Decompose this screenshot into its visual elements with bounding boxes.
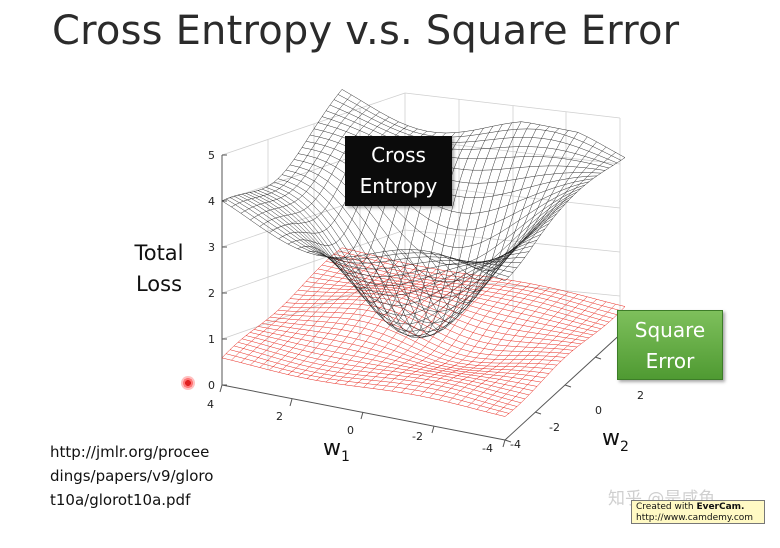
z-axis-label: Total Loss bbox=[124, 238, 194, 300]
camdemy-line1: Created with EverCam. bbox=[636, 502, 760, 513]
mesh-cross-line bbox=[467, 136, 588, 265]
mesh-cross-line bbox=[265, 187, 550, 337]
mesh-square-line bbox=[485, 301, 607, 412]
w1-tick-0: 0 bbox=[347, 424, 354, 437]
mesh-square-line bbox=[448, 291, 569, 403]
mesh-cross-line bbox=[231, 94, 352, 208]
w1-tick-2: 2 bbox=[276, 410, 283, 423]
z-ticks bbox=[222, 154, 227, 386]
z-tick-1: 1 bbox=[208, 333, 215, 346]
w1-axis-subscript: 1 bbox=[341, 449, 350, 465]
z-tick-5: 5 bbox=[208, 149, 215, 162]
citation-link[interactable]: http://jmlr.org/procee dings/papers/v9/g… bbox=[50, 440, 213, 512]
mesh-square-line bbox=[337, 250, 622, 311]
mesh-square-line bbox=[309, 276, 594, 336]
citation-line1: http://jmlr.org/procee bbox=[50, 443, 210, 461]
w1-tick-neg4: -4 bbox=[482, 442, 493, 455]
mesh-square-line bbox=[313, 272, 598, 333]
cross-entropy-label-line1: Cross bbox=[371, 143, 426, 167]
mesh-cross-line bbox=[325, 110, 610, 169]
camdemy-prefix: Created with bbox=[636, 502, 697, 512]
square-error-label-box: Square Error bbox=[617, 310, 723, 380]
cross-entropy-mesh bbox=[221, 89, 626, 339]
mesh-square-line bbox=[495, 304, 616, 415]
camdemy-line2: http://www.camdemy.com bbox=[636, 513, 754, 523]
mesh-square-line bbox=[249, 332, 534, 391]
mesh-square-line bbox=[257, 326, 542, 383]
mesh-square-line bbox=[457, 294, 578, 405]
mesh-cross-line bbox=[333, 99, 618, 164]
slide-title: Cross Entropy v.s. Square Error bbox=[52, 8, 680, 54]
citation-line2: dings/papers/v9/gloro bbox=[50, 467, 214, 485]
w2-axis-label: w bbox=[602, 426, 620, 451]
mesh-square-line bbox=[293, 294, 578, 348]
square-error-label-line2: Error bbox=[645, 349, 695, 373]
w2-axis-subscript: 2 bbox=[620, 439, 629, 455]
mesh-cross-line bbox=[321, 116, 606, 171]
plot-box bbox=[221, 92, 621, 385]
mesh-square-line bbox=[233, 345, 518, 407]
mesh-cross-line bbox=[329, 104, 614, 166]
camdemy-badge[interactable]: Created with EverCam. http://www.camdemy… bbox=[631, 500, 765, 524]
z-axis-label-line1: Total bbox=[134, 241, 184, 265]
mesh-cross-line bbox=[341, 89, 626, 158]
z-tick-0: 0 bbox=[208, 379, 215, 392]
w2-tick-2: 2 bbox=[637, 389, 644, 402]
laser-pointer-dot bbox=[181, 376, 195, 390]
mesh-cross-line bbox=[504, 157, 626, 281]
z-axis-label-line2: Loss bbox=[135, 272, 183, 296]
z-tick-4: 4 bbox=[208, 195, 215, 208]
w1-axis-label: w bbox=[323, 436, 341, 461]
mesh-square-line bbox=[221, 247, 343, 359]
w2-tick-neg4: -4 bbox=[510, 438, 521, 451]
square-error-mesh bbox=[221, 247, 626, 417]
mesh-square-line bbox=[269, 316, 554, 370]
camdemy-brand: EverCam. bbox=[696, 502, 745, 512]
cross-entropy-label-box: Cross Entropy bbox=[345, 136, 452, 206]
mesh-cross-line bbox=[221, 89, 343, 202]
w1-tick-4: 4 bbox=[207, 398, 214, 411]
mesh-square-line bbox=[476, 299, 597, 410]
mesh-cross-line bbox=[485, 146, 607, 274]
w1-tick-neg2: -2 bbox=[412, 430, 423, 443]
w2-tick-neg2: -2 bbox=[549, 421, 560, 434]
square-error-label-line1: Square bbox=[634, 318, 706, 342]
mesh-square-line bbox=[231, 249, 352, 361]
mesh-square-line bbox=[467, 296, 588, 408]
cross-entropy-label-line2: Entropy bbox=[359, 174, 438, 198]
mesh-cross-line bbox=[337, 94, 622, 161]
citation-line3: t10a/glorot10a.pdf bbox=[50, 491, 191, 509]
w1-ticks bbox=[219, 384, 506, 448]
w2-tick-0: 0 bbox=[595, 404, 602, 417]
z-tick-3: 3 bbox=[208, 241, 215, 254]
mesh-square-line bbox=[504, 306, 626, 417]
mesh-cross-line bbox=[476, 141, 597, 270]
z-tick-2: 2 bbox=[208, 287, 215, 300]
mesh-square-line bbox=[229, 349, 514, 411]
mesh-cross-line bbox=[495, 152, 616, 278]
